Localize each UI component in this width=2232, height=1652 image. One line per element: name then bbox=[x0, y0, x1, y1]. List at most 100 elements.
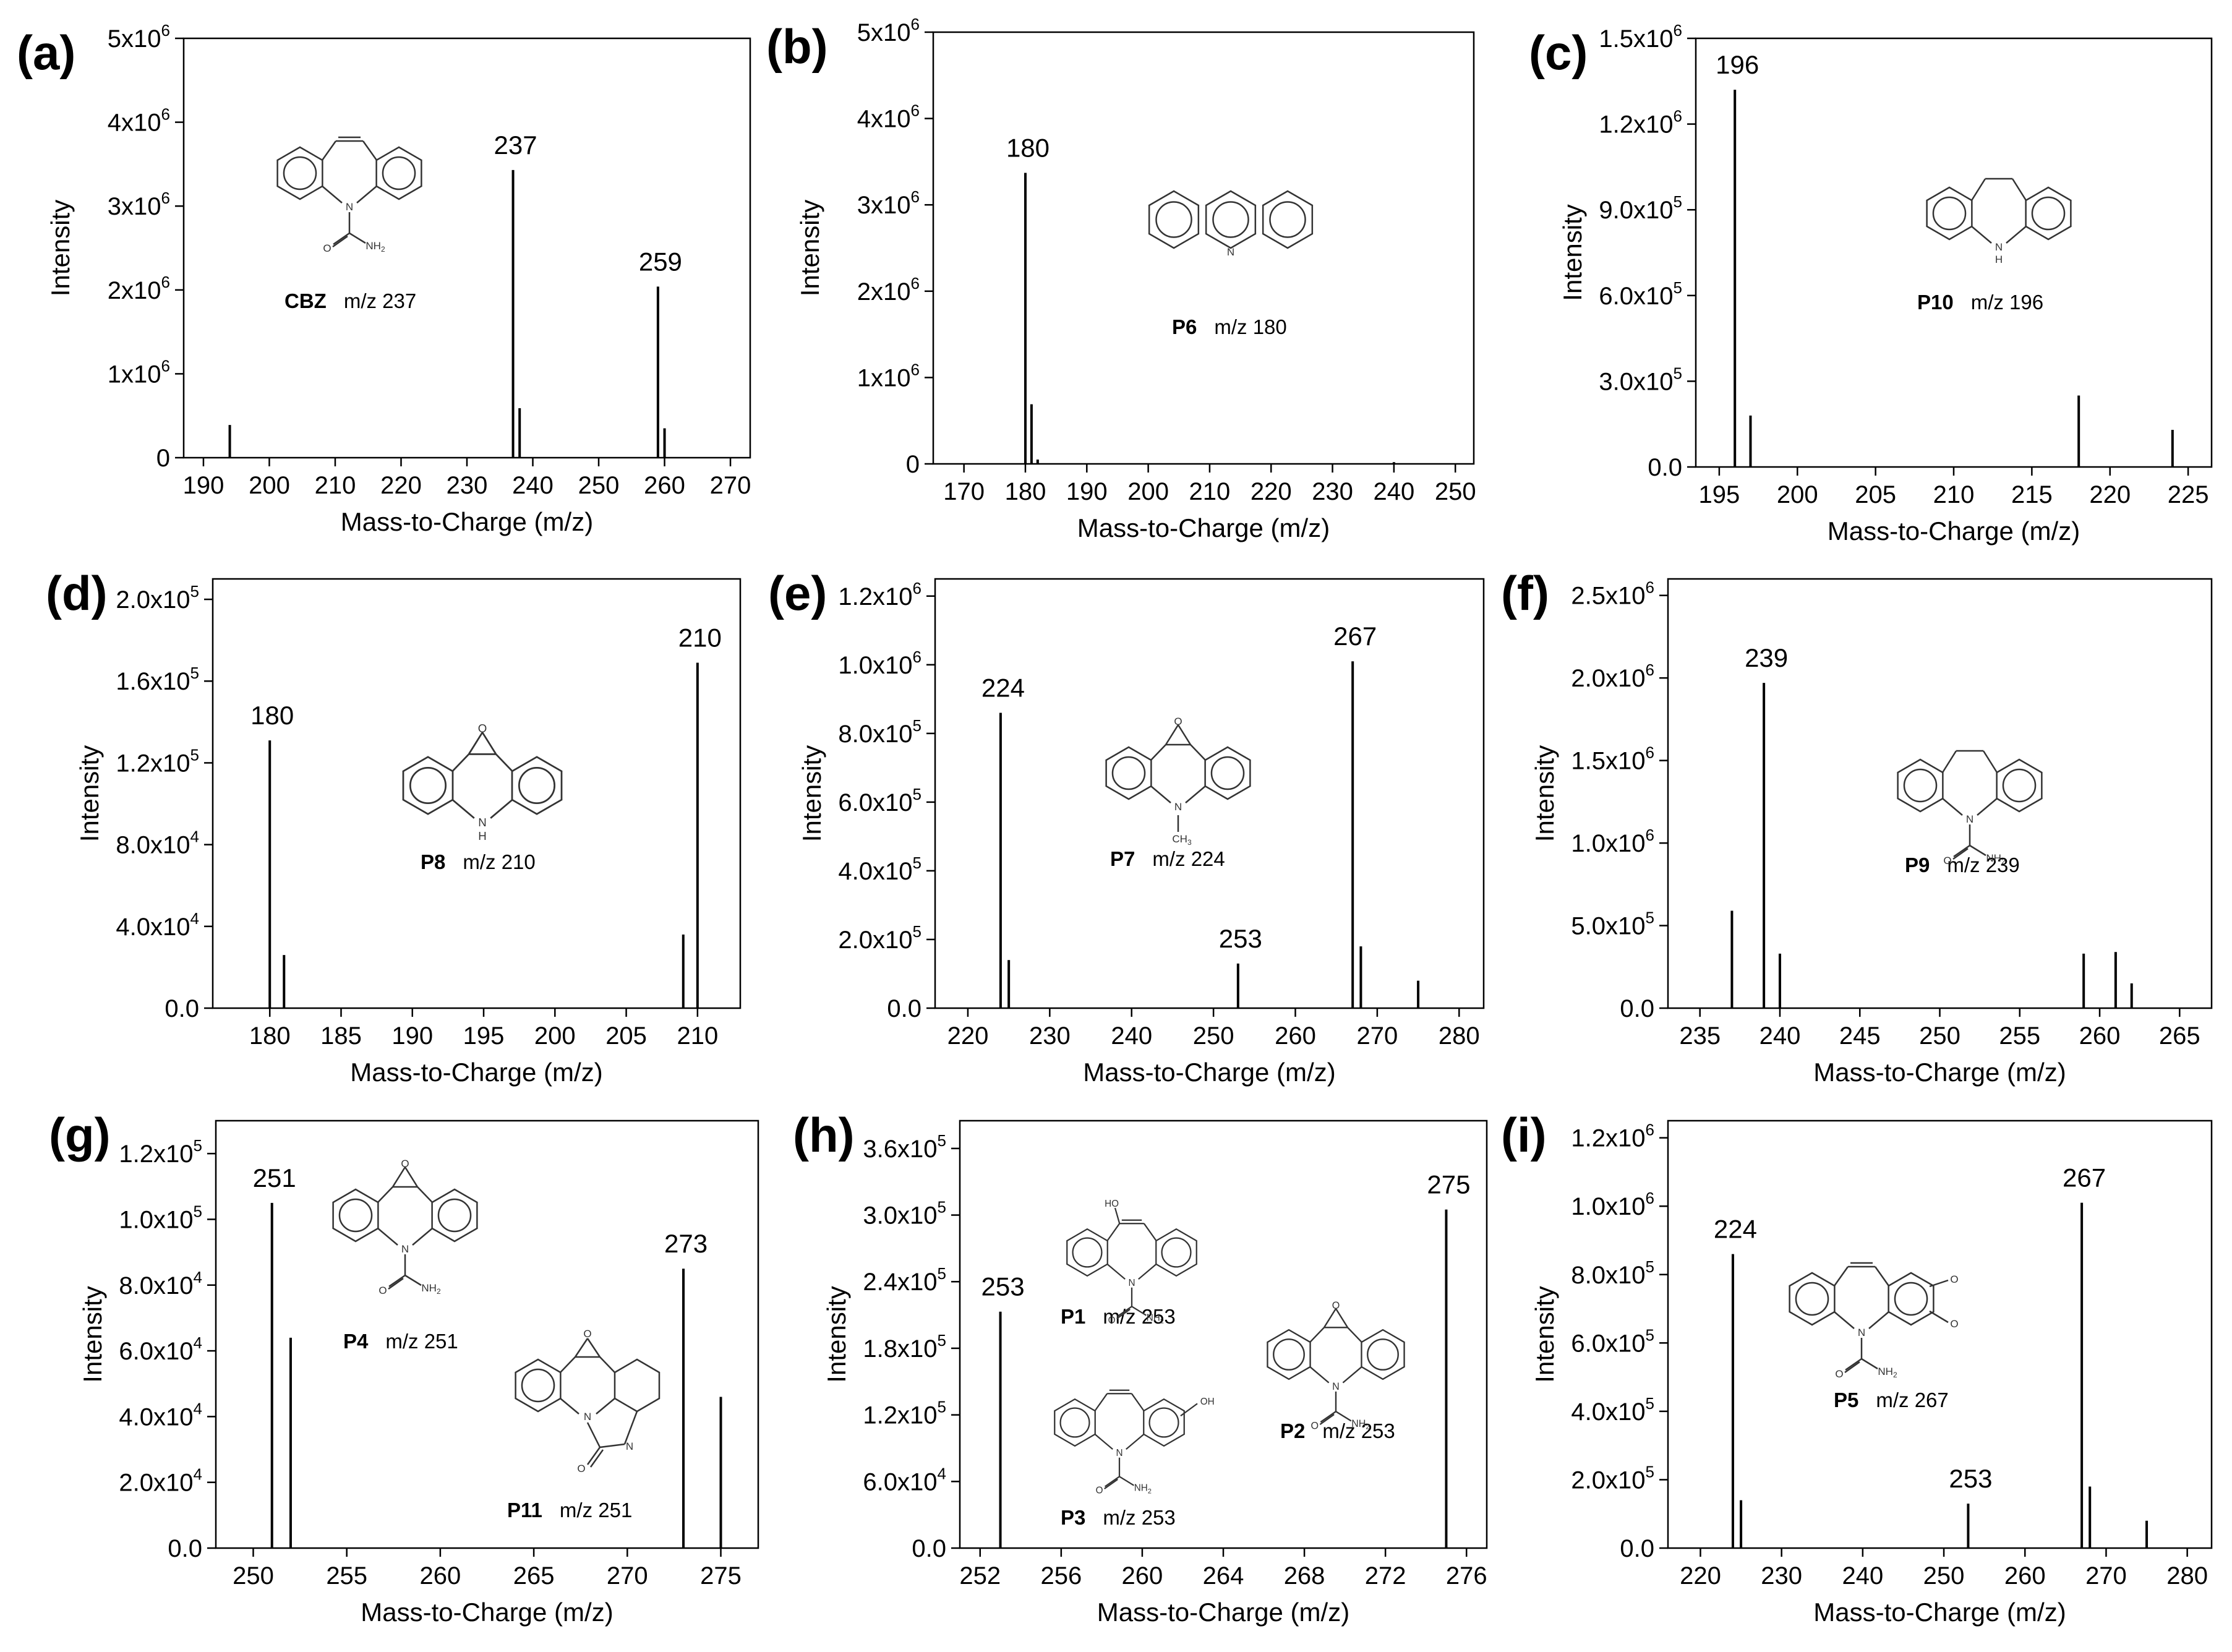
peak-label: 267 bbox=[2063, 1163, 2106, 1192]
x-tick-label: 276 bbox=[1446, 1562, 1487, 1590]
y-tick-label: 0.0 bbox=[1620, 995, 1654, 1022]
panel-label-i: (i) bbox=[1501, 1108, 1547, 1162]
x-tick-label: 256 bbox=[1040, 1562, 1082, 1590]
y-tick-label: 6.0x105 bbox=[1571, 1325, 1654, 1357]
y-tick-label: 1.0x106 bbox=[1571, 826, 1654, 857]
y-tick-label: 2x106 bbox=[857, 274, 920, 306]
svg-text:NH2: NH2 bbox=[1878, 1366, 1897, 1379]
svg-text:O: O bbox=[378, 1285, 387, 1296]
x-tick-label: 255 bbox=[1999, 1022, 2040, 1050]
panel-c: (c) 195 200 205 210 215 220 225 0.0 3.0x105 6.0x10… bbox=[1529, 21, 2213, 546]
y-tick-label: 0 bbox=[906, 451, 920, 478]
structure-p3-h1: N O NH2 OH bbox=[1054, 1389, 1215, 1496]
svg-text:N: N bbox=[584, 1411, 591, 1423]
x-tick-label: 260 bbox=[1122, 1562, 1163, 1590]
panel-f: (f) 235 240 245 250 255 260 265 0.0 5.0x105 1.0x10… bbox=[1501, 566, 2213, 1087]
x-axis-label-a: Mass-to-Charge (m/z) bbox=[341, 507, 593, 536]
y-tick-label: 1x106 bbox=[857, 360, 920, 392]
x-tick-label: 180 bbox=[1005, 478, 1046, 505]
x-tick-label: 230 bbox=[1029, 1022, 1071, 1050]
svg-text:O: O bbox=[1943, 855, 1951, 867]
peak-label: 196 bbox=[1716, 50, 1759, 79]
y-tick-label: 1.2x105 bbox=[119, 1136, 202, 1168]
svg-text:N: N bbox=[1858, 1327, 1865, 1338]
x-tick-label: 270 bbox=[1357, 1022, 1398, 1050]
plot-frame-h bbox=[959, 1119, 1488, 1549]
svg-text:N: N bbox=[1227, 246, 1234, 258]
y-tick-label: 1.2x105 bbox=[863, 1398, 946, 1429]
y-tick-label: 2.0x104 bbox=[119, 1465, 202, 1497]
svg-text:N: N bbox=[478, 816, 487, 829]
x-tick-label: 260 bbox=[2079, 1022, 2121, 1050]
panel-d: (d) 180 185 190 195 200 205 210 0.0 4.0x104 8.0x10… bbox=[46, 566, 742, 1087]
panel-label-e: (e) bbox=[768, 566, 827, 620]
plot-frame-c bbox=[1695, 37, 2213, 468]
x-tick-label: 264 bbox=[1203, 1562, 1244, 1590]
y-axis-label-c: Intensity bbox=[1558, 204, 1587, 301]
structure-caption: P10 m/z 196 bbox=[1917, 291, 2043, 314]
x-tick-label: 245 bbox=[1839, 1022, 1881, 1050]
x-tick-label: 280 bbox=[2166, 1562, 2208, 1590]
plot-frame-e bbox=[934, 578, 1485, 1009]
svg-text:NH2: NH2 bbox=[1147, 1313, 1164, 1325]
x-tick-label: 200 bbox=[1777, 481, 1818, 508]
x-tick-label: 220 bbox=[2089, 481, 2131, 508]
x-axis-label-g: Mass-to-Charge (m/z) bbox=[361, 1598, 613, 1627]
structure-p1-h0: N O NH2 HO bbox=[1066, 1199, 1197, 1325]
svg-text:N: N bbox=[1116, 1448, 1122, 1458]
structure-caption: P4 m/z 251 bbox=[343, 1330, 458, 1353]
y-tick-label: 2.5x106 bbox=[1571, 578, 1654, 610]
structure-caption: P5 m/z 267 bbox=[1834, 1389, 1949, 1411]
structure-cbz-a0: N O NH2 bbox=[276, 136, 422, 254]
svg-text:H: H bbox=[1995, 254, 2003, 265]
y-axis-label-d: Intensity bbox=[75, 745, 104, 842]
y-tick-label: 4.0x105 bbox=[1571, 1394, 1654, 1426]
y-tick-label: 2.0x105 bbox=[1571, 1462, 1654, 1494]
svg-text:HO: HO bbox=[1105, 1199, 1119, 1209]
y-tick-label: 0 bbox=[156, 445, 170, 472]
structure-epoxy_nme-e0: N O CH3 bbox=[1105, 716, 1251, 847]
svg-text:O: O bbox=[1096, 1485, 1103, 1496]
x-tick-label: 220 bbox=[380, 472, 422, 499]
y-tick-label: 4x106 bbox=[857, 101, 920, 133]
y-tick-label: 6.0x104 bbox=[863, 1464, 946, 1496]
x-tick-label: 190 bbox=[183, 472, 224, 499]
x-axis-label-i: Mass-to-Charge (m/z) bbox=[1813, 1598, 2066, 1627]
y-tick-label: 0.0 bbox=[165, 995, 199, 1022]
x-tick-label: 240 bbox=[1374, 478, 1415, 505]
y-tick-label: 6.0x104 bbox=[119, 1333, 202, 1365]
svg-text:N: N bbox=[1966, 813, 1973, 825]
y-tick-label: 4.0x104 bbox=[116, 909, 199, 941]
x-tick-label: 210 bbox=[315, 472, 356, 499]
y-tick-label: 8.0x104 bbox=[116, 828, 199, 859]
x-tick-label: 250 bbox=[578, 472, 620, 499]
peak-label: 180 bbox=[250, 701, 294, 730]
x-tick-label: 240 bbox=[1760, 1022, 1801, 1050]
svg-text:H: H bbox=[478, 829, 487, 842]
peak-label: 267 bbox=[1333, 622, 1377, 651]
x-axis-label-e: Mass-to-Charge (m/z) bbox=[1083, 1058, 1335, 1087]
svg-text:N: N bbox=[1128, 1278, 1135, 1288]
structure-caption: P8 m/z 210 bbox=[421, 850, 536, 873]
x-tick-label: 200 bbox=[534, 1022, 576, 1050]
svg-text:NH2: NH2 bbox=[1351, 1418, 1370, 1431]
x-tick-label: 195 bbox=[1699, 481, 1740, 508]
x-tick-label: 240 bbox=[1111, 1022, 1152, 1050]
panel-g: (g) 250 255 260 265 270 275 0.0 2.0x104 4.0x104 6.… bbox=[49, 1108, 759, 1627]
structure-dihydro_cbz-f0: N O NH2 bbox=[1897, 750, 2043, 867]
y-tick-label: 4.0x105 bbox=[838, 854, 921, 885]
x-tick-label: 230 bbox=[1312, 478, 1353, 505]
peak-label: 253 bbox=[1219, 924, 1262, 953]
y-tick-label: 1.0x105 bbox=[119, 1202, 202, 1233]
x-tick-label: 275 bbox=[700, 1562, 742, 1590]
x-tick-label: 210 bbox=[1189, 478, 1231, 505]
panel-a: (a) 190 200 210 220 230 240 250 260 270 0 1x106 2x10… bbox=[17, 21, 751, 536]
structure-iminodibenzyl-c0: NH bbox=[1926, 178, 2072, 265]
structure-caption: P6 m/z 180 bbox=[1172, 315, 1287, 338]
x-tick-label: 220 bbox=[947, 1022, 989, 1050]
panel-label-f: (f) bbox=[1501, 566, 1549, 620]
y-tick-label: 2.0x106 bbox=[1571, 661, 1654, 692]
y-tick-label: 2x106 bbox=[108, 273, 170, 304]
plot-frame-d bbox=[212, 578, 742, 1009]
structure-acridine-b0: N bbox=[1148, 190, 1314, 258]
